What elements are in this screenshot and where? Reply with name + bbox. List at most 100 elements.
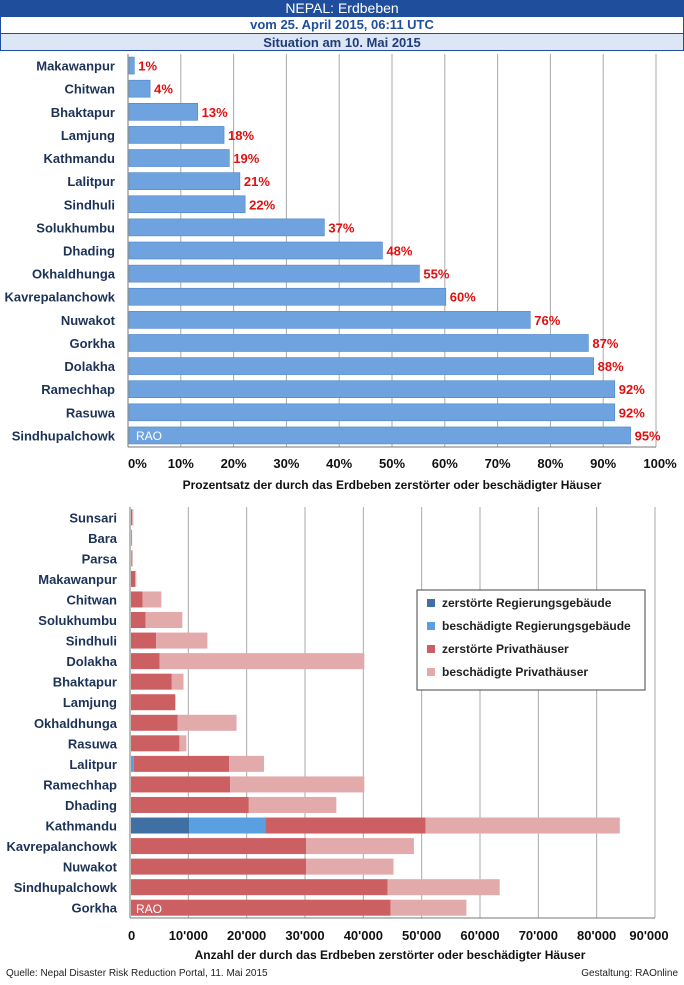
chart1-data-label: 21% — [244, 174, 270, 189]
credit-note: Gestaltung: RAOnline — [581, 968, 678, 979]
chart2-bar-segment — [131, 879, 388, 896]
chart2-category-label: Gorkha — [71, 901, 117, 916]
chart1-data-label: 88% — [598, 359, 624, 374]
chart2-category-label: Okhaldhunga — [34, 716, 118, 731]
chart1-tick-label: 10% — [168, 456, 194, 471]
chart2-bar-segment — [131, 817, 190, 834]
chart2-tick-label: 50'000 — [402, 928, 441, 943]
chart2-bar-segment — [131, 529, 133, 546]
chart2-bar-segment — [131, 796, 249, 813]
chart2-bar-segment — [171, 673, 184, 690]
chart1-bar — [128, 380, 616, 399]
page-subtitle: vom 25. April 2015, 06:11 UTC — [0, 17, 684, 33]
chart1-watermark: RAO — [136, 429, 162, 443]
chart1-category-label: Nuwakot — [61, 313, 116, 328]
chart2-bar-segment — [390, 899, 467, 916]
chart2-bar-segment — [131, 550, 133, 567]
legend-entry: beschädigte Regierungsgebäude — [442, 619, 631, 633]
chart2-category-label: Parsa — [82, 551, 118, 566]
chart1-bar — [128, 56, 135, 75]
chart1-data-label: 76% — [534, 313, 560, 328]
chart1-category-label: Okhaldhunga — [32, 267, 116, 282]
chart1-data-label: 22% — [249, 197, 275, 212]
chart1-category-label: Solukhumbu — [36, 220, 115, 235]
chart1-tick-labels: 0% 10% 20% 30% 40% 50% 60% 70% 80% 90% 100% — [128, 456, 677, 471]
chart1-data-label: 37% — [328, 220, 354, 235]
chart2-bar-segment — [145, 612, 183, 629]
chart1-category-label: Dhading — [63, 244, 115, 259]
chart2-category-label: Ramechhap — [43, 777, 117, 792]
chart2-bar-segment — [156, 632, 208, 649]
chart1-x-axis-label: Prozentsatz der durch das Erdbeben zerst… — [183, 478, 602, 492]
chart2-bar-segment — [131, 632, 157, 649]
chart2-bar-segment — [131, 612, 146, 629]
chart2-bar-segment — [177, 714, 237, 731]
chart1-category-label: Bhaktapur — [51, 105, 115, 120]
chart2-tick-label: 40'000 — [344, 928, 383, 943]
chart1-tick-label: 60% — [432, 456, 458, 471]
legend-entry: zerstörte Regierungsgebäude — [442, 596, 612, 610]
chart2-bar-segment — [131, 838, 306, 855]
source-note: Quelle: Nepal Disaster Risk Reduction Po… — [6, 968, 268, 979]
chart1-bar — [128, 311, 531, 329]
legend-swatch — [427, 599, 435, 607]
chart2-category-label: Sindhuli — [66, 634, 117, 649]
chart1-tick-label: 0% — [128, 456, 147, 471]
chart2-category-labels: Sunsari Bara Parsa Makawanpur Chitwan Solukhu… — [6, 510, 117, 915]
chart1-category-label: Ramechhap — [41, 382, 115, 397]
chart2-bar-segment — [131, 714, 178, 731]
chart1-category-label: Sindhupalchowk — [12, 428, 116, 443]
chart1-data-label: 13% — [202, 105, 228, 120]
chart2-bar-segment — [131, 591, 143, 608]
chart1-bars — [128, 56, 631, 445]
chart2-watermark: RAO — [136, 902, 162, 916]
chart2-category-label: Lalitpur — [69, 757, 117, 772]
chart1-bar — [128, 241, 383, 260]
legend-entry: beschädigte Privathäuser — [442, 665, 588, 679]
percent-damaged-chart: Makawanpur Chitwan Bhaktapur Lamjung Kathman… — [4, 54, 677, 492]
chart1-category-label: Gorkha — [69, 336, 115, 351]
chart2-category-label: Dolakha — [66, 654, 117, 669]
chart2-bar-segment — [189, 817, 266, 834]
chart1-bar — [128, 264, 420, 283]
chart1-tick-label: 50% — [379, 456, 405, 471]
chart1-category-label: Lalitpur — [67, 174, 115, 189]
chart1-category-labels: Makawanpur Chitwan Bhaktapur Lamjung Kathman… — [4, 59, 115, 444]
chart2-category-label: Chitwan — [66, 592, 117, 607]
chart2-tick-label: 30'000 — [285, 928, 324, 943]
house-count-chart: Sunsari Bara Parsa Makawanpur Chitwan Solukhu… — [6, 507, 669, 962]
chart1-data-label: 4% — [154, 82, 173, 97]
chart1-category-label: Lamjung — [61, 128, 115, 143]
chart1-bar — [128, 426, 631, 445]
chart1-bar — [128, 218, 325, 237]
chart1-data-label: 92% — [619, 382, 645, 397]
chart1-tick-label: 90% — [590, 456, 616, 471]
chart2-bar-segment — [248, 796, 337, 813]
chart2-bar-segment — [159, 653, 365, 670]
chart1-bar — [128, 334, 589, 352]
legend-box — [416, 589, 646, 691]
chart1-bar — [128, 403, 616, 422]
chart1-category-label: Sindhuli — [64, 197, 115, 212]
chart2-bar-segment — [131, 550, 132, 567]
chart2-tick-label: 10'000 — [169, 928, 208, 943]
chart2-tick-label: 60'000 — [460, 928, 499, 943]
page-title: NEPAL: Erdbeben — [0, 0, 684, 17]
chart1-data-label: 1% — [138, 59, 157, 74]
chart2-category-label: Solukhumbu — [38, 613, 117, 628]
chart2-bar-segment — [131, 694, 176, 711]
chart2-legend: zerstörte Regierungsgebäude beschädigte R… — [416, 589, 646, 691]
chart1-data-label: 48% — [386, 244, 412, 259]
chart1-data-label: 55% — [423, 267, 449, 282]
chart1-tick-label: 30% — [273, 456, 299, 471]
situation-date: Situation am 10. Mai 2015 — [0, 33, 684, 51]
chart2-bars — [131, 509, 620, 916]
chart1-bar — [128, 195, 246, 214]
chart2-category-label: Rasuwa — [68, 736, 118, 751]
legend-swatch — [427, 645, 435, 653]
chart2-tick-label: 20'000 — [227, 928, 266, 943]
chart2-bar-segment — [131, 858, 306, 875]
chart1-tick-label: 20% — [221, 456, 247, 471]
chart2-category-label: Bara — [88, 531, 118, 546]
chart2-bar-segment — [131, 899, 391, 916]
